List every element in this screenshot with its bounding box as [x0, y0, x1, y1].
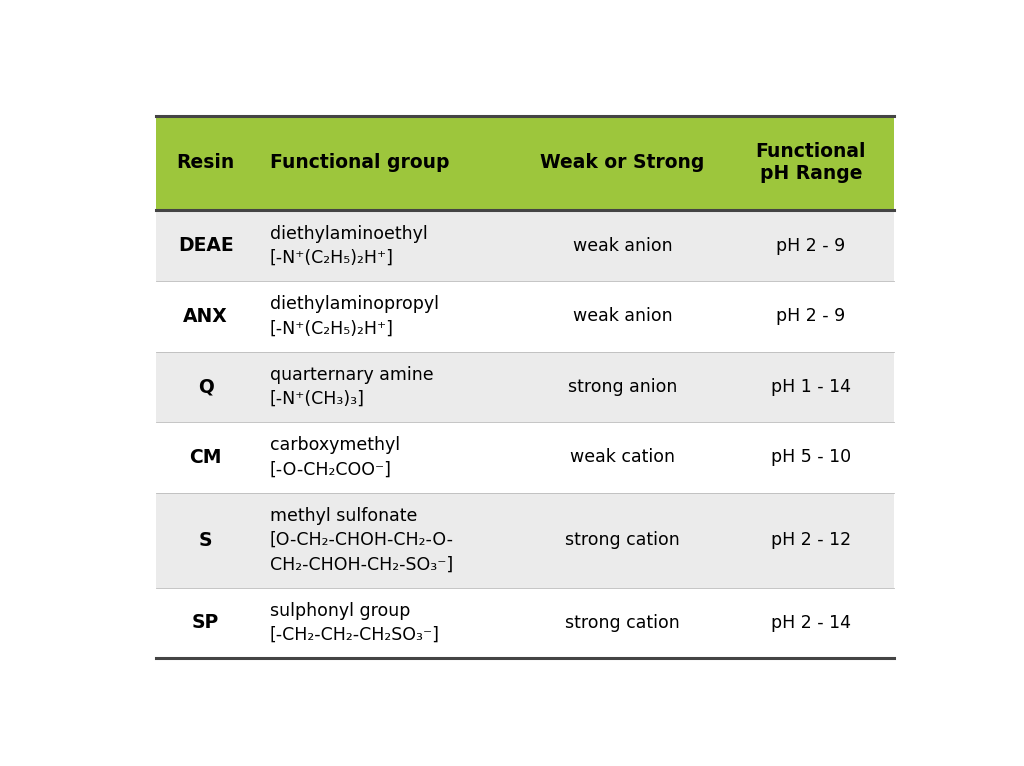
Text: pH 2 - 9: pH 2 - 9 [776, 237, 846, 255]
Text: quarternary amine
[-N⁺(CH₃)₃]: quarternary amine [-N⁺(CH₃)₃] [269, 365, 433, 408]
Text: weak cation: weak cation [570, 448, 675, 466]
Text: pH 5 - 10: pH 5 - 10 [771, 448, 851, 466]
Bar [156, 281, 894, 352]
Bar [156, 493, 894, 588]
Text: diethylaminoethyl
[-N⁺(C₂H₅)₂H⁺]: diethylaminoethyl [-N⁺(C₂H₅)₂H⁺] [269, 224, 427, 267]
Text: pH 2 - 9: pH 2 - 9 [776, 307, 846, 326]
Text: pH 2 - 12: pH 2 - 12 [771, 531, 851, 549]
Text: Functional group: Functional group [269, 153, 450, 172]
Bar [156, 588, 894, 658]
Bar [156, 352, 894, 422]
Text: strong cation: strong cation [565, 531, 680, 549]
Text: SP: SP [191, 614, 219, 633]
Text: pH 2 - 14: pH 2 - 14 [771, 614, 851, 632]
Text: Q: Q [198, 378, 214, 396]
Text: DEAE: DEAE [178, 236, 233, 255]
Text: CM: CM [189, 448, 222, 466]
Text: carboxymethyl
[-O-CH₂COO⁻]: carboxymethyl [-O-CH₂COO⁻] [269, 436, 399, 479]
Text: weak anion: weak anion [572, 307, 673, 326]
Text: sulphonyl group
[-CH₂-CH₂-CH₂SO₃⁻]: sulphonyl group [-CH₂-CH₂-CH₂SO₃⁻] [269, 602, 439, 644]
Bar [156, 422, 894, 493]
Bar [156, 211, 894, 281]
Text: Functional
pH Range: Functional pH Range [756, 142, 866, 184]
Text: strong anion: strong anion [568, 378, 677, 396]
Text: strong cation: strong cation [565, 614, 680, 632]
Text: diethylaminopropyl
[-N⁺(C₂H₅)₂H⁺]: diethylaminopropyl [-N⁺(C₂H₅)₂H⁺] [269, 295, 438, 337]
Text: S: S [199, 531, 212, 549]
Text: ANX: ANX [183, 306, 228, 326]
Text: Weak or Strong: Weak or Strong [541, 153, 705, 172]
Text: weak anion: weak anion [572, 237, 673, 255]
Text: Resin: Resin [176, 153, 234, 172]
Bar [156, 116, 894, 211]
Text: methyl sulfonate
[O-CH₂-CHOH-CH₂-O-
CH₂-CHOH-CH₂-SO₃⁻]: methyl sulfonate [O-CH₂-CHOH-CH₂-O- CH₂-… [269, 507, 454, 574]
Text: pH 1 - 14: pH 1 - 14 [771, 378, 851, 396]
